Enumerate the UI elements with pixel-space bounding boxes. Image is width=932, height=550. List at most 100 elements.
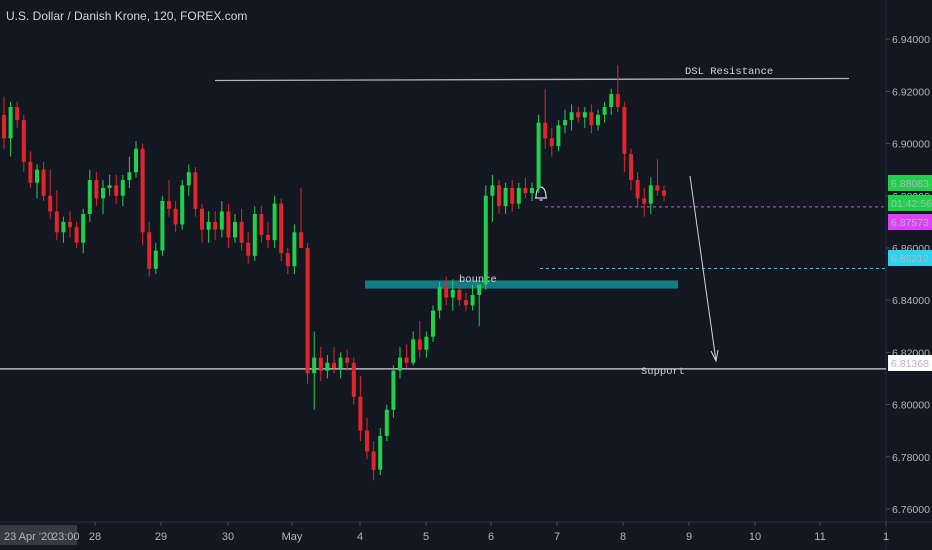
candle-body [74,227,79,243]
candle-body [8,107,13,139]
candle-body [325,362,330,371]
candle-body [470,294,475,306]
candle-body [483,195,488,285]
candle-body [450,289,455,298]
candle-body [285,253,290,267]
countdown-label: 01:42:56 [891,198,932,210]
candle-body [351,362,356,397]
support-price-label-box [888,355,932,371]
candle-body [602,107,607,115]
candle-body [576,112,581,118]
candle-body [457,289,462,301]
candle-body [259,214,264,235]
projection-arrowhead [710,349,719,363]
y-tick-label: 6.78000 [892,452,930,464]
chart-title: U.S. Dollar / Danish Krone, 120, FOREX.c… [6,9,248,23]
support-label: Support [641,366,685,378]
x-tick-label: 10 [749,531,761,543]
candle-body [35,169,39,183]
candle-body [556,125,561,147]
candle-body [332,362,336,369]
candle-body [536,122,541,188]
candle-body [279,203,284,254]
candle-body [497,185,501,207]
x-tick-label: 11 [814,531,825,543]
candle-body [648,185,653,204]
candle-body [61,221,66,233]
candle-body [292,232,297,267]
candle-body [642,198,647,204]
y-tick-label: 6.84000 [892,295,930,307]
support-price-label: 6.81368 [891,358,929,370]
candle-body [233,221,237,238]
candle-body [543,122,548,139]
candle-body [437,287,442,311]
candle-body [596,114,600,126]
last-price-label: 6.88083 [891,178,929,190]
candle-body [444,287,449,298]
x-tick-label: 23:00 [52,531,80,543]
candle-body [219,211,224,230]
x-tick-label: 29 [155,531,167,543]
candle-body [41,169,46,196]
candle-body [147,232,152,269]
x-tick-label: 4 [357,531,363,543]
x-tick-label: May [282,531,303,543]
resistance-line[interactable] [214,77,850,82]
candle-body [252,214,257,256]
candle-body [563,120,567,126]
candle-body [589,112,594,126]
candle-body [21,120,26,162]
candle-body [378,435,383,470]
candle-body [272,203,277,241]
candle-body [569,112,574,121]
candle-body [246,242,251,256]
candle-body [338,357,343,369]
x-tick-label: 1 [883,531,889,543]
candle-body [94,180,99,199]
candle-body [345,357,350,363]
y-tick-label: 6.80000 [892,400,930,412]
bell-icon[interactable] [535,186,547,201]
candle-body [266,234,270,241]
bounce-zone[interactable] [365,280,678,289]
candle-body [28,161,33,183]
candle-body [160,200,165,251]
candle-body [68,221,72,228]
candle-body [523,187,528,194]
y-tick-label: 6.76000 [892,504,930,516]
candle-body [655,185,660,191]
alert-price-label: 6.87573 [891,217,929,229]
candle-body [582,112,587,118]
candle-body [54,211,59,233]
candle-body [398,357,402,371]
candle-body [549,138,554,147]
y-tick-label: 6.90000 [892,139,930,151]
candle-body [239,221,244,243]
candle-body [193,172,198,209]
candle-body [516,187,521,204]
candle-body [635,180,640,199]
candle-body [530,187,534,194]
candle-body [134,148,138,173]
candle-body [510,187,515,204]
x-tick-label: 9 [686,531,692,543]
candle-body [114,185,119,196]
candle-body [371,451,376,470]
projection-arrow[interactable] [689,175,717,362]
candle-body [186,172,191,186]
x-tick-label: 6 [488,531,494,543]
candle-body [140,148,145,233]
candle-body [464,300,468,306]
candle-body [622,107,627,154]
candle-body [200,208,204,230]
target-price-label: 6.85212 [891,253,929,265]
candle-body [15,107,20,121]
candle-body [299,232,303,248]
candle-body [48,195,53,212]
candle-body [431,310,435,337]
y-tick-label: 6.92000 [892,86,930,98]
candle-body [417,339,422,350]
candle-body [120,180,125,196]
